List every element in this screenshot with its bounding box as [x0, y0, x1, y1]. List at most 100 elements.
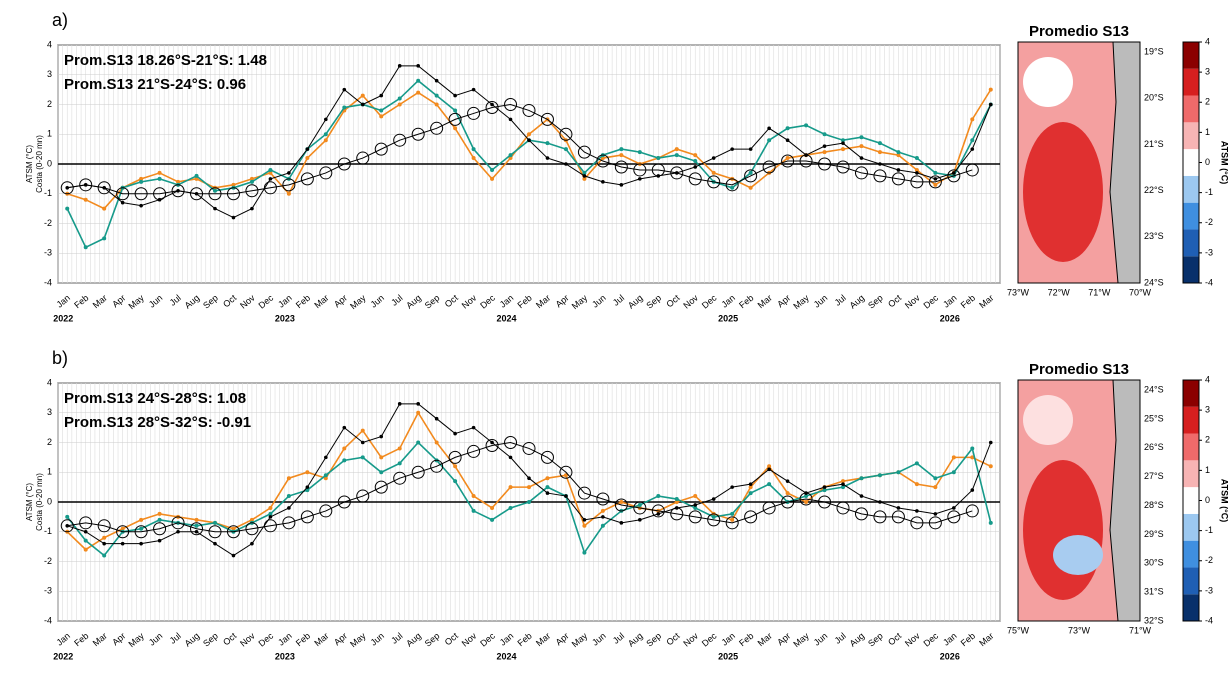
x-tick-label: Jul	[833, 293, 848, 308]
x-tick-label: Jan	[54, 293, 72, 310]
x-tick-label: Sep	[644, 631, 663, 649]
point	[250, 541, 254, 546]
point	[342, 105, 347, 110]
colorbar-tick-label: 1	[1205, 127, 1210, 137]
point	[194, 523, 199, 528]
point	[120, 200, 125, 205]
x-tick-label: May	[791, 292, 811, 311]
smoothed-marker	[928, 175, 942, 189]
x-tick-label: Feb	[72, 631, 90, 649]
smoothed-marker	[577, 145, 591, 159]
point	[249, 176, 254, 181]
colorbar-tick-label: 3	[1205, 405, 1210, 415]
colorbar-tick-label: 2	[1205, 97, 1210, 107]
x-tick-label: Mar	[977, 631, 995, 649]
point	[360, 93, 365, 98]
point	[767, 467, 771, 472]
x-tick-label: Feb	[294, 631, 312, 649]
series-line	[67, 103, 973, 195]
point	[730, 147, 734, 151]
lat-label: 23°S	[1144, 231, 1164, 241]
point	[249, 517, 254, 522]
y-tick-label: -3	[44, 586, 52, 596]
x-tick-label: Aug	[183, 293, 202, 311]
point	[416, 64, 420, 68]
x-tick-label: Jan	[54, 631, 72, 648]
x-tick-label: Dec	[257, 630, 276, 648]
smoothed-marker	[208, 525, 222, 539]
x-tick-label: Jun	[812, 293, 830, 310]
smoothed-marker	[781, 154, 795, 168]
x-tick-label: May	[570, 630, 590, 649]
smoothed-marker	[97, 181, 111, 195]
point	[250, 206, 254, 211]
point	[139, 541, 143, 546]
smoothed-marker	[873, 169, 887, 183]
point	[268, 177, 273, 181]
y-tick-label: -1	[44, 188, 52, 198]
point	[490, 167, 495, 172]
smoothed-marker	[282, 178, 296, 192]
point	[342, 458, 347, 463]
point	[360, 102, 365, 107]
point	[397, 402, 402, 406]
x-tick-label: Mar	[534, 631, 552, 649]
smoothed-marker	[688, 172, 702, 186]
point	[397, 64, 402, 68]
smoothed-marker	[208, 187, 222, 201]
smoothed-marker	[337, 495, 351, 509]
x-tick-label: Jul	[611, 631, 626, 646]
point	[379, 114, 384, 119]
smoothed-marker	[504, 436, 518, 449]
smoothed-marker	[614, 160, 628, 174]
smoothed-marker	[891, 510, 905, 524]
year-label: 2022	[53, 313, 73, 323]
x-tick-label: Jul	[389, 631, 404, 646]
point	[268, 511, 273, 516]
x-tick-label: Mar	[756, 293, 774, 311]
point	[564, 494, 568, 498]
x-tick-label: Sep	[423, 293, 442, 311]
x-tick-label: Jul	[611, 293, 626, 308]
smoothed-marker	[245, 522, 259, 536]
point	[231, 526, 236, 531]
x-tick-label: Feb	[515, 293, 533, 311]
colorbar-cell	[1183, 68, 1199, 96]
x-tick-label: Aug	[626, 631, 645, 649]
point	[139, 179, 144, 184]
x-tick-label: Apr	[775, 631, 792, 648]
x-tick-label: Aug	[848, 631, 867, 649]
x-tick-label: Jan	[941, 293, 959, 310]
point	[748, 185, 753, 190]
smoothed-marker	[190, 187, 204, 201]
x-tick-label: Sep	[201, 631, 220, 649]
point	[767, 482, 772, 487]
point	[988, 102, 993, 107]
smoothed-marker	[836, 160, 850, 174]
smoothed-marker	[190, 522, 204, 536]
smoothed-marker	[337, 157, 351, 171]
colorbar-cell	[1183, 202, 1199, 230]
panel-label: a)	[52, 10, 68, 30]
smoothed-marker	[374, 142, 388, 156]
point	[545, 141, 550, 146]
point	[563, 147, 568, 152]
smoothed-marker	[762, 501, 776, 515]
point	[785, 138, 790, 142]
colorbar-tick-label: -1	[1205, 187, 1213, 197]
point	[730, 511, 735, 516]
x-tick-label: Jan	[941, 631, 959, 648]
point	[490, 176, 495, 181]
colorbar-cell	[1183, 540, 1199, 568]
x-tick-label: Dec	[478, 292, 497, 310]
point	[878, 162, 882, 166]
point	[453, 126, 458, 131]
point	[213, 206, 217, 211]
x-tick-label: Jan	[498, 631, 516, 648]
point	[545, 156, 550, 160]
x-tick-label: Nov	[460, 630, 479, 648]
point	[83, 529, 88, 534]
x-tick-label: Nov	[903, 630, 922, 648]
smoothed-marker	[781, 495, 795, 509]
x-tick-label: May	[791, 630, 811, 649]
